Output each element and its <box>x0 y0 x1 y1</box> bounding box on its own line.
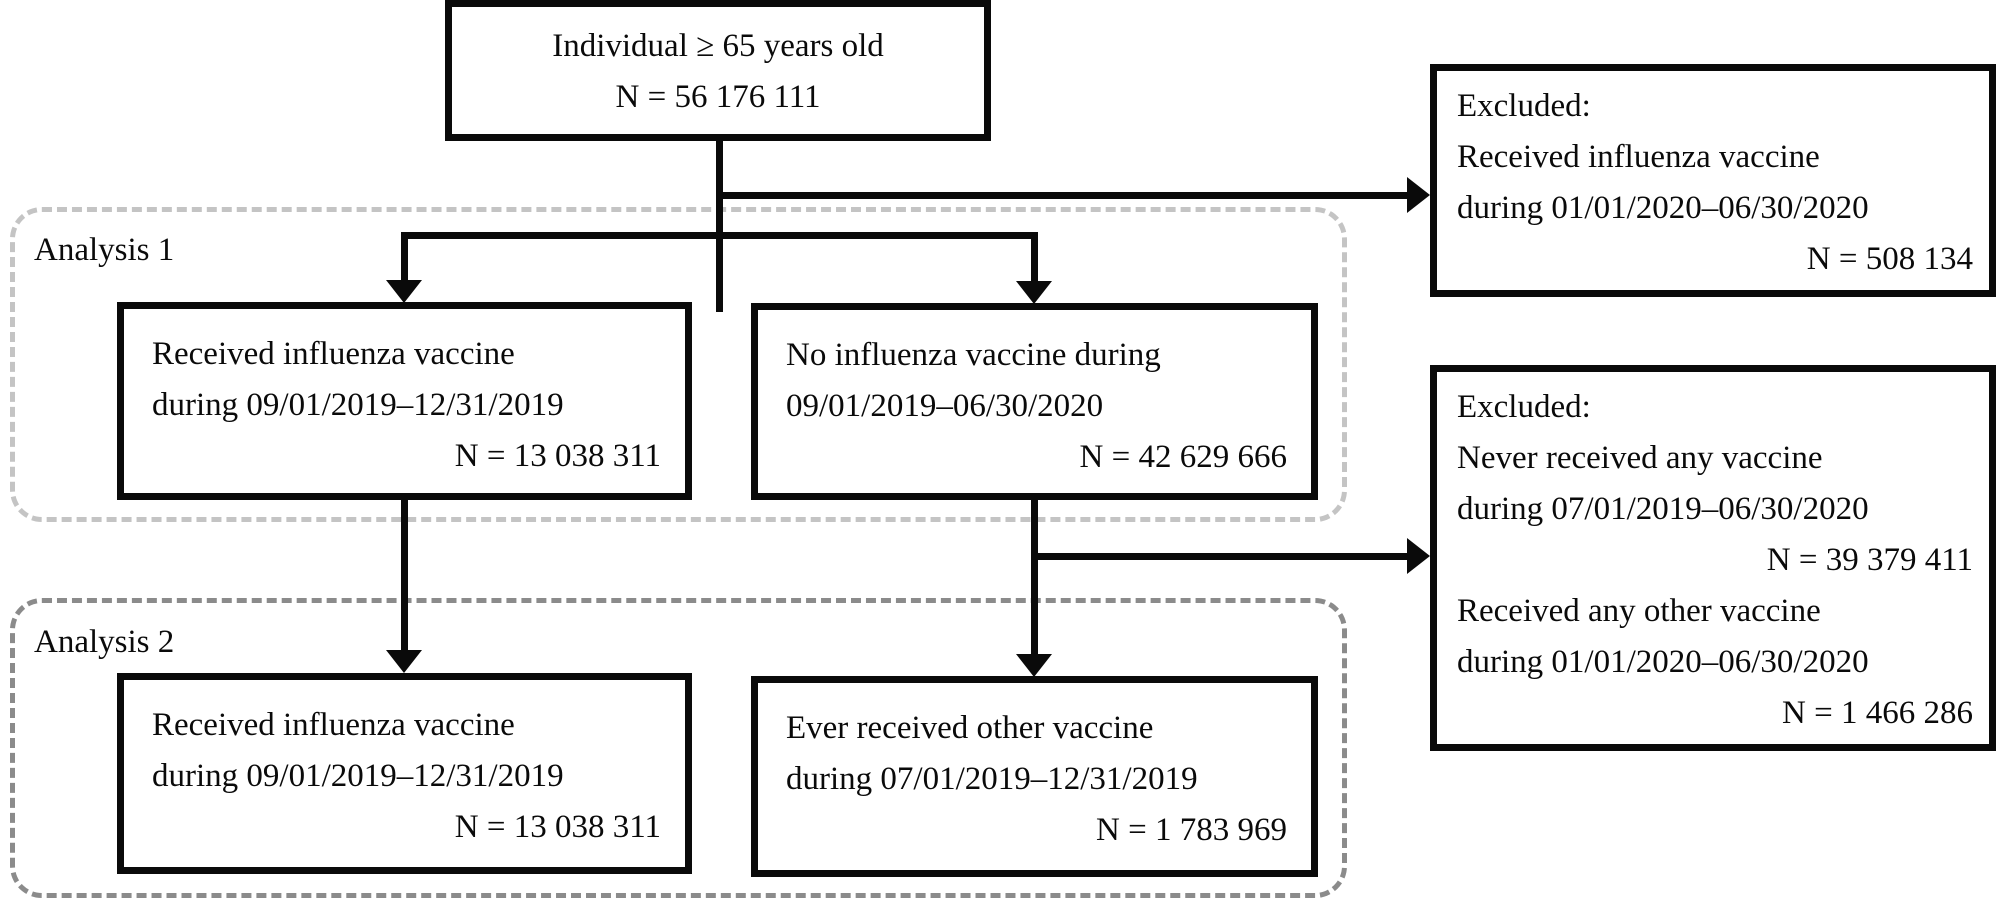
arrowhead-analysis1-left-icon <box>386 280 422 303</box>
excluded2-line2: during 07/01/2019–06/30/2020 <box>1457 491 1869 527</box>
analysis1-right-box: No influenza vaccine during 09/01/2019–0… <box>751 303 1318 500</box>
arrowhead-excluded2-icon <box>1407 538 1430 574</box>
arrowhead-analysis1-right-icon <box>1016 281 1052 304</box>
top-box-line1: Individual ≥ 65 years old <box>552 28 884 64</box>
analysis2-right-line2: during 07/01/2019–12/31/2019 <box>786 761 1198 797</box>
analysis1-region <box>10 207 1347 522</box>
analysis1-right-line2: 09/01/2019–06/30/2020 <box>786 388 1104 424</box>
connector-drop-left <box>401 232 408 282</box>
analysis1-left-line1: Received influenza vaccine <box>152 336 515 372</box>
connector-right-vertical <box>1031 497 1038 655</box>
analysis2-left-n: N = 13 038 311 <box>454 809 661 845</box>
connector-to-excluded1 <box>716 192 1408 199</box>
top-box-line2: N = 56 176 111 <box>615 79 821 115</box>
excluded2-n2: N = 1 466 286 <box>1782 695 1973 731</box>
analysis2-right-n: N = 1 783 969 <box>1096 812 1287 848</box>
connector-drop-right <box>1031 232 1038 282</box>
connector-left-vertical <box>401 499 408 652</box>
analysis2-left-box: Received influenza vaccine during 09/01/… <box>117 673 692 874</box>
excluded2-title: Excluded: <box>1457 389 1591 425</box>
analysis2-left-line1: Received influenza vaccine <box>152 707 515 743</box>
analysis2-label: Analysis 2 <box>34 624 175 660</box>
analysis2-left-line2: during 09/01/2019–12/31/2019 <box>152 758 564 794</box>
excluded2-line1: Never received any vaccine <box>1457 440 1823 476</box>
excluded-box-2: Excluded: Never received any vaccine dur… <box>1430 365 1996 751</box>
connector-top-vertical <box>716 139 723 312</box>
analysis1-label: Analysis 1 <box>34 232 175 268</box>
analysis2-right-line1: Ever received other vaccine <box>786 710 1154 746</box>
analysis1-left-n: N = 13 038 311 <box>454 438 661 474</box>
analysis2-right-box: Ever received other vaccine during 07/01… <box>751 676 1318 877</box>
top-box: Individual ≥ 65 years old N = 56 176 111 <box>445 0 991 141</box>
arrowhead-analysis2-right-icon <box>1016 654 1052 677</box>
excluded2-line3: Received any other vaccine <box>1457 593 1821 629</box>
analysis1-right-n: N = 42 629 666 <box>1079 439 1287 475</box>
excluded1-line2: during 01/01/2020–06/30/2020 <box>1457 190 1869 226</box>
analysis1-right-line1: No influenza vaccine during <box>786 337 1161 373</box>
analysis1-left-box: Received influenza vaccine during 09/01/… <box>117 302 692 500</box>
analysis1-left-line2: during 09/01/2019–12/31/2019 <box>152 387 564 423</box>
excluded1-line1: Received influenza vaccine <box>1457 139 1820 175</box>
connector-tbar <box>401 232 1038 239</box>
arrowhead-analysis2-left-icon <box>386 650 422 673</box>
excluded-box-1: Excluded: Received influenza vaccine dur… <box>1430 64 1996 297</box>
excluded1-title: Excluded: <box>1457 88 1591 124</box>
connector-to-excluded2 <box>1031 553 1408 560</box>
arrowhead-excluded1-icon <box>1407 177 1430 213</box>
excluded1-n: N = 508 134 <box>1806 241 1973 277</box>
excluded2-line4: during 01/01/2020–06/30/2020 <box>1457 644 1869 680</box>
excluded2-n1: N = 39 379 411 <box>1766 542 1973 578</box>
analysis2-region <box>10 598 1347 898</box>
